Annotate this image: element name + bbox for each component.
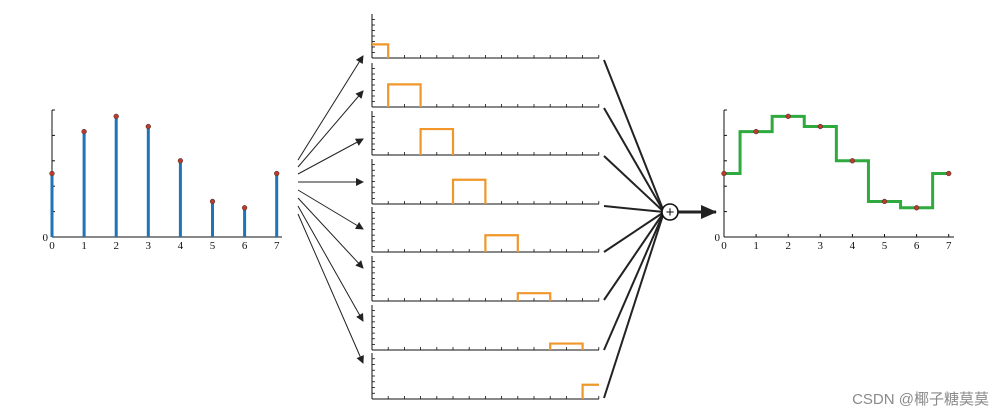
merge-line-5: [603, 211, 665, 301]
sampled-signal-stem-plot: 0 1 2 3 4 5 6 7 0: [43, 109, 282, 252]
x-tick-label-5: 5: [882, 240, 888, 252]
merge-line-1: [603, 107, 665, 213]
summation-node: +: [661, 203, 679, 221]
merge-line-4: [603, 211, 665, 253]
x-tick-label-7: 7: [274, 240, 280, 252]
pulse-3: [451, 178, 487, 204]
x-tick-label-3: 3: [818, 240, 824, 252]
pulse-panel-3: [371, 159, 600, 205]
x-tick-label-4: 4: [850, 240, 856, 252]
origin-label: 0: [43, 232, 49, 244]
fan-arrow-2: [297, 138, 364, 175]
x-tick-label-0: 0: [721, 240, 727, 252]
pulse-panel-0: [371, 14, 600, 59]
sample-dot-2: [785, 113, 791, 119]
merge-line-7: [603, 211, 665, 399]
pulse-6: [549, 342, 584, 350]
sample-dot-6: [913, 205, 920, 211]
origin-label: 0: [715, 232, 721, 244]
sample-dot-2: [113, 113, 119, 119]
fan-arrow-0: [297, 55, 364, 161]
fan-arrow-6: [297, 205, 364, 322]
x-tick-label-4: 4: [178, 240, 184, 252]
fan-out-arrows: [297, 55, 364, 364]
sample-dot-5: [881, 198, 888, 205]
summation-symbol: +: [666, 204, 675, 221]
sample-dot-7: [946, 170, 952, 177]
fan-arrow-1: [297, 90, 364, 168]
x-tick-label-1: 1: [753, 240, 759, 252]
merge-line-0: [603, 59, 665, 213]
fan-arrow-7: [297, 213, 364, 364]
sample-dot-6: [241, 205, 248, 211]
pulse-panel-6: [371, 305, 600, 351]
sample-dot-7: [274, 170, 280, 177]
fan-arrow-5: [297, 197, 364, 269]
fan-arrow-4: [297, 189, 364, 230]
merge-line-2: [603, 155, 665, 213]
x-tick-label-1: 1: [81, 240, 87, 252]
sample-dot-4: [177, 158, 184, 164]
watermark: CSDN @椰子糖莫莫: [852, 391, 989, 408]
x-tick-label-2: 2: [785, 240, 791, 252]
sample-dot-1: [753, 128, 759, 135]
sample-dot-0: [721, 170, 727, 177]
pulse-2: [419, 127, 455, 155]
pulse-panel-4: [371, 207, 600, 253]
x-tick-label-7: 7: [946, 240, 952, 252]
pulse-0: [372, 43, 390, 58]
sample-dot-3: [817, 123, 823, 130]
sample-dot-0: [49, 170, 55, 177]
x-tick-label-5: 5: [210, 240, 216, 252]
sample-dot-5: [209, 198, 216, 205]
pulse-panel-5: [371, 256, 600, 302]
sample-dot-3: [145, 123, 151, 130]
pulse-4: [484, 234, 519, 252]
sample-dot-4: [849, 158, 856, 164]
pulse-5: [516, 292, 552, 301]
x-tick-label-2: 2: [113, 240, 119, 252]
pulse-panels-stack: [371, 14, 600, 400]
reconstructed-step-plot: 0 1 2 3 4 5 6 7 0: [715, 109, 954, 252]
merge-line-3: [603, 205, 665, 213]
pulse-panel-2: [371, 111, 600, 156]
x-tick-label-0: 0: [49, 240, 55, 252]
sample-dot-1: [81, 128, 87, 135]
pulse-panel-1: [371, 63, 600, 108]
pulse-7: [581, 383, 599, 399]
x-tick-label-6: 6: [914, 240, 920, 252]
merge-lines: [603, 59, 665, 399]
pulse-1: [387, 83, 422, 107]
x-tick-label-3: 3: [146, 240, 152, 252]
merge-line-6: [603, 211, 665, 351]
x-tick-label-6: 6: [242, 240, 248, 252]
pulse-panel-7: [371, 353, 600, 400]
